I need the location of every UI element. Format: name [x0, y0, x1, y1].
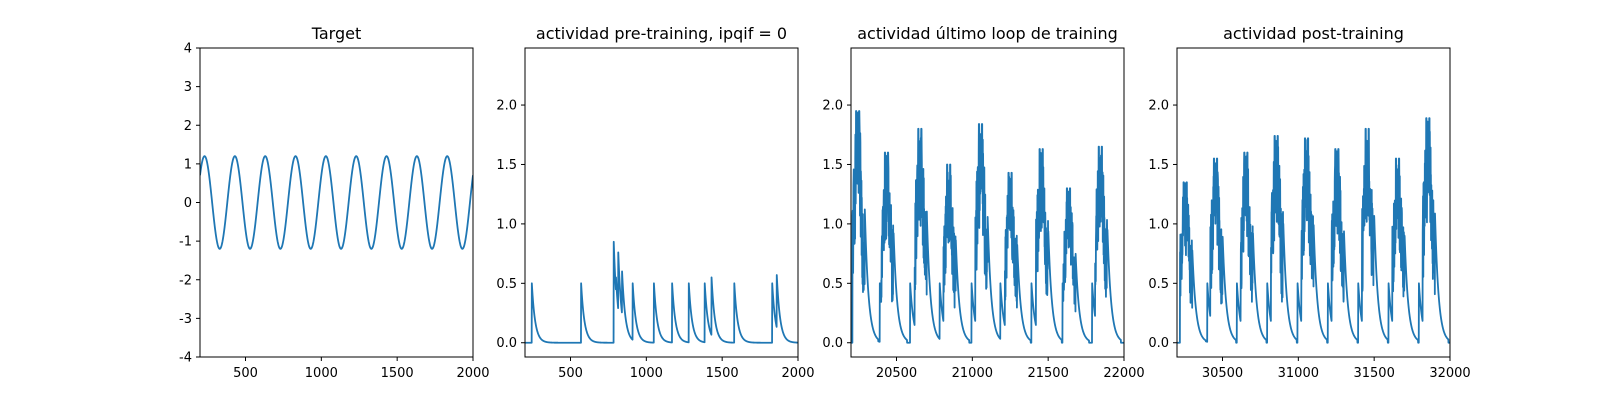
axes-frame: [524, 47, 799, 358]
x-tick-label: 21500: [1027, 366, 1068, 381]
x-tick-label: 32000: [1429, 366, 1470, 381]
y-tick-label: 4: [184, 42, 192, 57]
y-tick-label: 2.0: [1148, 99, 1169, 114]
x-tick-label: 30500: [1202, 366, 1243, 381]
y-tick-label: -4: [179, 351, 192, 366]
chart-panel-4: 30500 31000 31500 32000 0.0 0.5 1.0 1.5 2.0 activ…: [1148, 24, 1470, 381]
chart-title: Target: [311, 24, 362, 43]
y-tick-label: 2.0: [822, 99, 843, 114]
y-tick-label: 3: [184, 80, 192, 95]
y-tick-label: 0.5: [1148, 277, 1169, 292]
x-tick-label: 500: [233, 366, 258, 381]
y-tick-label: 1.5: [496, 158, 517, 173]
axes-frame: [850, 47, 1125, 358]
y-tick-label: 1.0: [822, 217, 843, 232]
x-tick-label: 1500: [706, 366, 739, 381]
chart-title: actividad último loop de training: [857, 24, 1118, 43]
y-tick-label: 1.5: [822, 158, 843, 173]
x-tick-label: 2000: [781, 366, 814, 381]
chart-title: actividad pre-training, ipqif = 0: [536, 24, 787, 43]
x-tick-label: 1000: [630, 366, 663, 381]
series-line: [200, 155, 473, 250]
x-tick-label: 21000: [952, 366, 993, 381]
y-tick-label: 0.0: [1148, 336, 1169, 351]
y-tick-label: 0.0: [496, 336, 517, 351]
series-line: [1177, 117, 1450, 344]
chart-title: actividad post-training: [1223, 24, 1404, 43]
y-tick-label: 1.5: [1148, 158, 1169, 173]
y-tick-label: -3: [179, 312, 192, 327]
y-tick-label: 0: [184, 196, 192, 211]
y-tick-label: -1: [179, 235, 192, 250]
series-line: [851, 110, 1124, 344]
x-tick-label: 1500: [381, 366, 414, 381]
y-tick-label: 1.0: [1148, 217, 1169, 232]
x-tick-label: 1000: [305, 366, 338, 381]
y-tick-label: 0.5: [822, 277, 843, 292]
axes-frame: [1176, 47, 1451, 358]
chart-panel-3: 20500 21000 21500 22000 0.0 0.5 1.0 1.5 2.0 activ…: [822, 24, 1144, 381]
y-tick-label: 1.0: [496, 217, 517, 232]
y-tick-label: 2: [184, 119, 192, 134]
y-tick-label: -2: [179, 273, 192, 288]
x-tick-label: 22000: [1103, 366, 1144, 381]
x-tick-label: 31500: [1353, 366, 1394, 381]
y-tick-label: 0.5: [496, 277, 517, 292]
x-tick-label: 2000: [456, 366, 489, 381]
y-tick-label: 0.0: [822, 336, 843, 351]
x-tick-label: 500: [558, 366, 583, 381]
y-tick-label: 2.0: [496, 99, 517, 114]
y-tick-label: 1: [184, 157, 192, 172]
x-tick-label: 31000: [1278, 366, 1319, 381]
series-line: [525, 240, 798, 344]
chart-panel-1: 500 1000 1500 2000 -4 -3 -2 -1 0 1 2 3 4 Target: [179, 24, 490, 381]
chart-panel-2: 500 1000 1500 2000 0.0 0.5 1.0 1.5 2.0 actividad …: [496, 24, 814, 381]
x-tick-label: 20500: [876, 366, 917, 381]
